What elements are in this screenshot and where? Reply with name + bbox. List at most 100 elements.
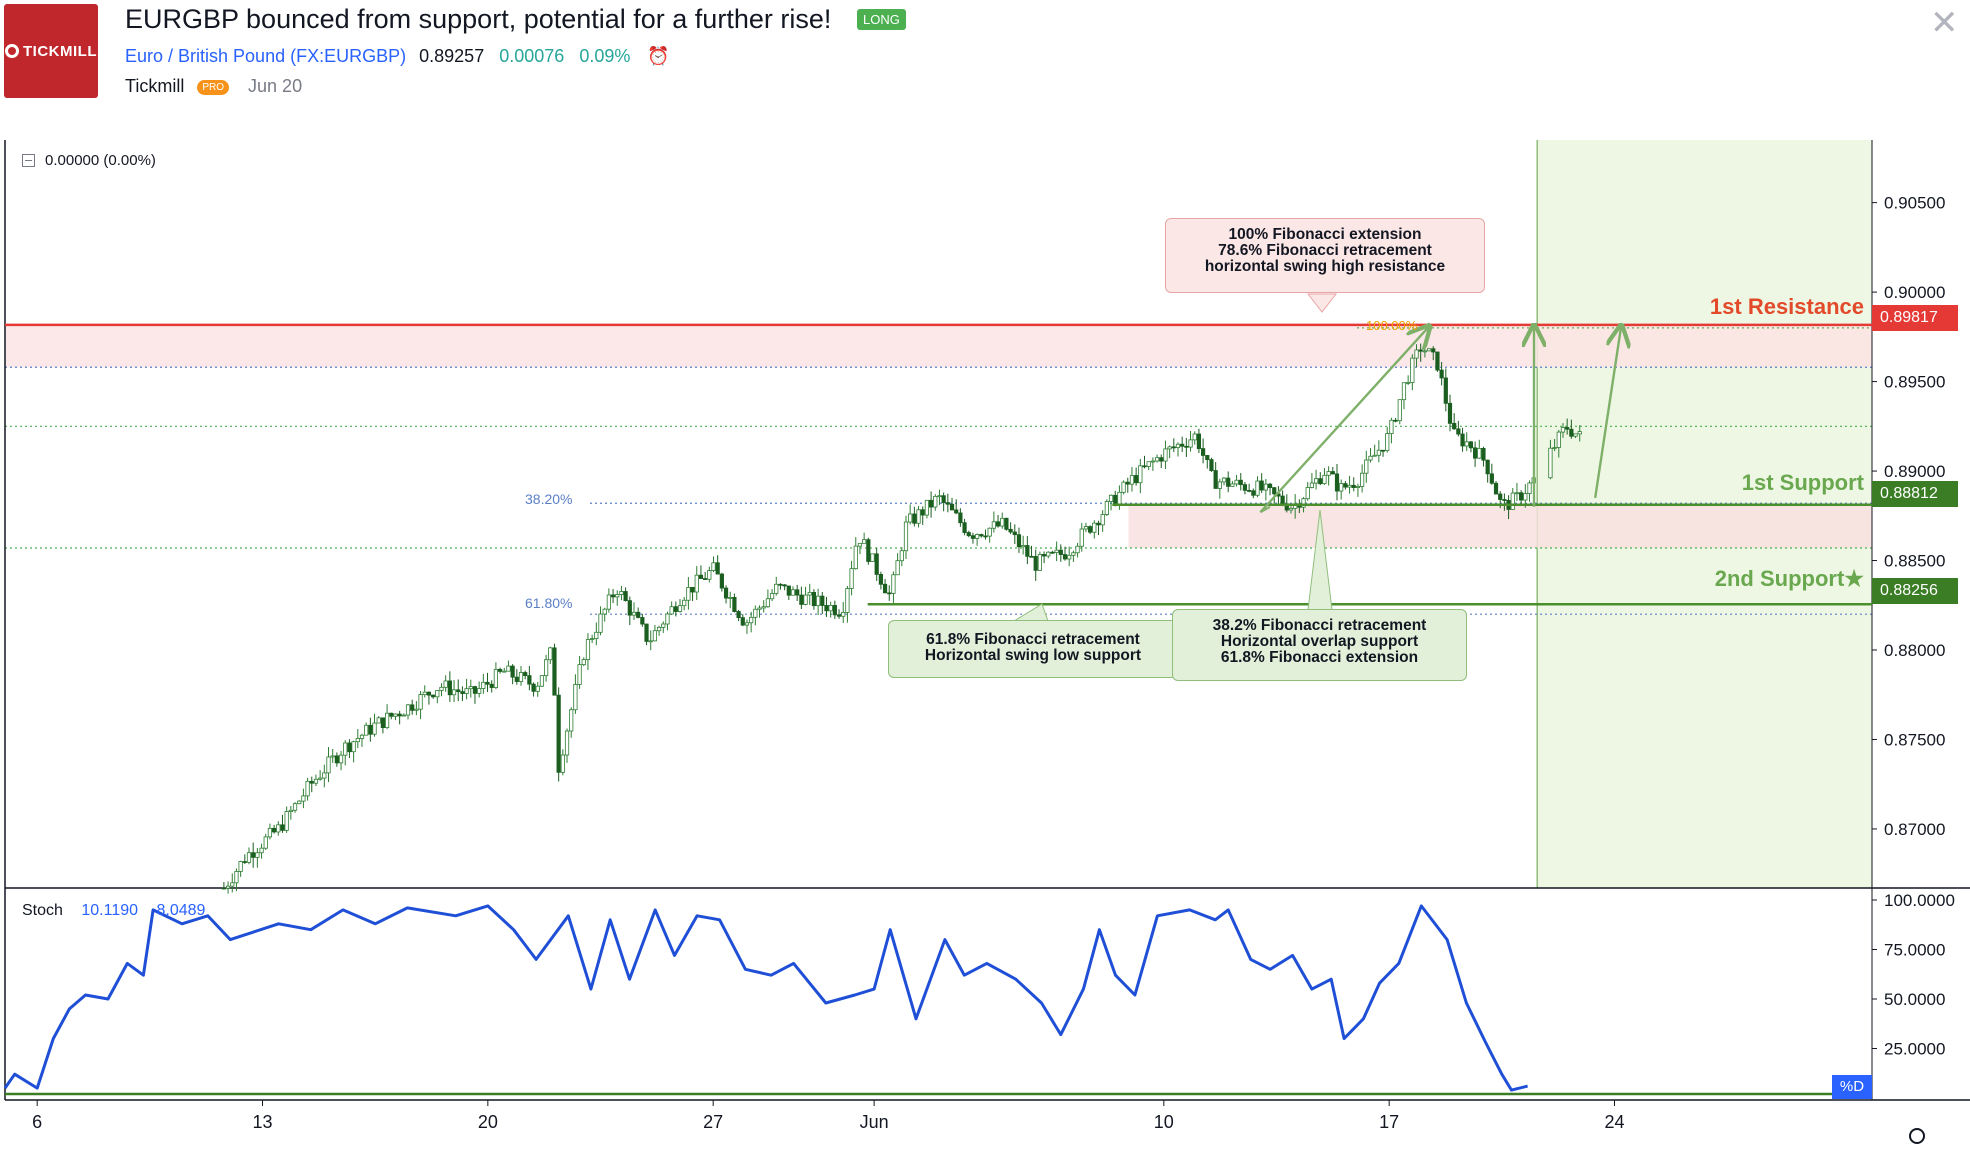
candle bbox=[882, 583, 888, 594]
candle bbox=[1456, 428, 1461, 435]
candle bbox=[1556, 431, 1561, 448]
alarm-clock-icon[interactable]: ⏰ bbox=[647, 46, 670, 66]
minus-box-icon[interactable] bbox=[22, 154, 35, 167]
y-tick-label: 0.88500 bbox=[1884, 552, 1945, 571]
support1-label: 1st Support bbox=[1741, 470, 1864, 495]
candle bbox=[920, 509, 925, 516]
candle bbox=[464, 688, 469, 694]
candle bbox=[1380, 449, 1386, 452]
long-badge: LONG bbox=[857, 9, 906, 30]
candle bbox=[732, 597, 737, 612]
gear-icon[interactable] bbox=[1909, 1128, 1925, 1144]
candle bbox=[807, 591, 812, 596]
candle bbox=[949, 503, 955, 511]
candle bbox=[246, 852, 252, 863]
y-tick-label: 0.87000 bbox=[1884, 820, 1945, 839]
candle bbox=[1288, 507, 1294, 511]
candle bbox=[564, 730, 570, 756]
candle bbox=[903, 521, 909, 552]
candle bbox=[518, 672, 524, 682]
candle bbox=[1318, 478, 1323, 485]
candle bbox=[1184, 445, 1189, 448]
candle bbox=[238, 861, 243, 872]
candle bbox=[1548, 447, 1553, 479]
candle bbox=[782, 584, 787, 587]
candle bbox=[941, 495, 946, 504]
candle bbox=[343, 742, 348, 756]
candle bbox=[962, 522, 967, 533]
close-icon[interactable]: ✕ bbox=[1930, 4, 1959, 42]
candle bbox=[1067, 554, 1072, 560]
candle bbox=[1410, 357, 1415, 383]
candle bbox=[673, 606, 678, 612]
candle bbox=[1334, 473, 1340, 492]
candle bbox=[1498, 493, 1503, 500]
candle bbox=[987, 527, 992, 537]
candle bbox=[485, 681, 490, 685]
candle bbox=[242, 861, 247, 863]
support2-callout-pointer bbox=[1012, 603, 1049, 622]
callout-line: horizontal swing high resistance bbox=[1204, 258, 1446, 275]
candle bbox=[1351, 484, 1356, 488]
candle bbox=[870, 553, 875, 562]
candle bbox=[1188, 439, 1193, 448]
symbol-name[interactable]: Euro / British Pound bbox=[125, 46, 286, 66]
candle bbox=[975, 534, 980, 539]
candle bbox=[1226, 477, 1231, 487]
candle bbox=[1146, 461, 1151, 467]
author-name[interactable]: Tickmill bbox=[125, 76, 185, 96]
candle bbox=[1485, 459, 1490, 475]
candle bbox=[1004, 517, 1009, 530]
logo-icon bbox=[5, 44, 19, 58]
candle bbox=[1192, 433, 1197, 441]
candle bbox=[1100, 514, 1105, 526]
candle bbox=[230, 882, 235, 887]
candle bbox=[1305, 487, 1310, 500]
candle bbox=[347, 742, 352, 753]
candle bbox=[853, 545, 858, 570]
candle bbox=[878, 574, 883, 585]
candle bbox=[656, 626, 662, 632]
candle bbox=[778, 583, 783, 586]
symbol-ticker[interactable]: (FX:EURGBP) bbox=[290, 46, 407, 66]
candle bbox=[1309, 482, 1314, 488]
candle bbox=[368, 724, 373, 735]
candle bbox=[1129, 475, 1135, 485]
candle bbox=[627, 600, 632, 616]
candle bbox=[472, 686, 478, 694]
candle bbox=[1092, 522, 1097, 533]
candle bbox=[937, 495, 942, 498]
candle bbox=[590, 638, 595, 640]
pro-badge: PRO bbox=[197, 79, 230, 95]
candle bbox=[970, 535, 976, 539]
candle bbox=[255, 852, 260, 858]
candle bbox=[1083, 526, 1089, 530]
candle bbox=[1037, 554, 1042, 571]
candle bbox=[636, 611, 641, 618]
candle bbox=[1200, 448, 1206, 456]
candle bbox=[1577, 431, 1582, 435]
candle bbox=[539, 675, 545, 687]
candle bbox=[451, 689, 457, 696]
tickmill-logo: TICKMILL bbox=[4, 4, 98, 98]
candle bbox=[669, 606, 674, 615]
callout-line: 61.8% Fibonacci extension bbox=[1220, 649, 1419, 666]
candle bbox=[535, 685, 540, 692]
candle bbox=[418, 694, 423, 710]
candle bbox=[1021, 545, 1026, 548]
candle bbox=[1435, 351, 1440, 371]
ohlc-legend: 0.00000 (0.00%) bbox=[22, 152, 156, 169]
stoch-y-tick-label: 25.0000 bbox=[1884, 1040, 1945, 1059]
candle bbox=[1033, 556, 1038, 571]
candle bbox=[560, 754, 565, 773]
candle bbox=[895, 560, 900, 576]
candle bbox=[292, 803, 298, 811]
candle bbox=[744, 622, 750, 626]
candle bbox=[682, 599, 687, 607]
candle bbox=[414, 708, 419, 711]
candle bbox=[225, 885, 231, 889]
candle bbox=[514, 676, 519, 682]
candle bbox=[887, 592, 892, 595]
y-tick-label: 0.90500 bbox=[1884, 194, 1945, 213]
